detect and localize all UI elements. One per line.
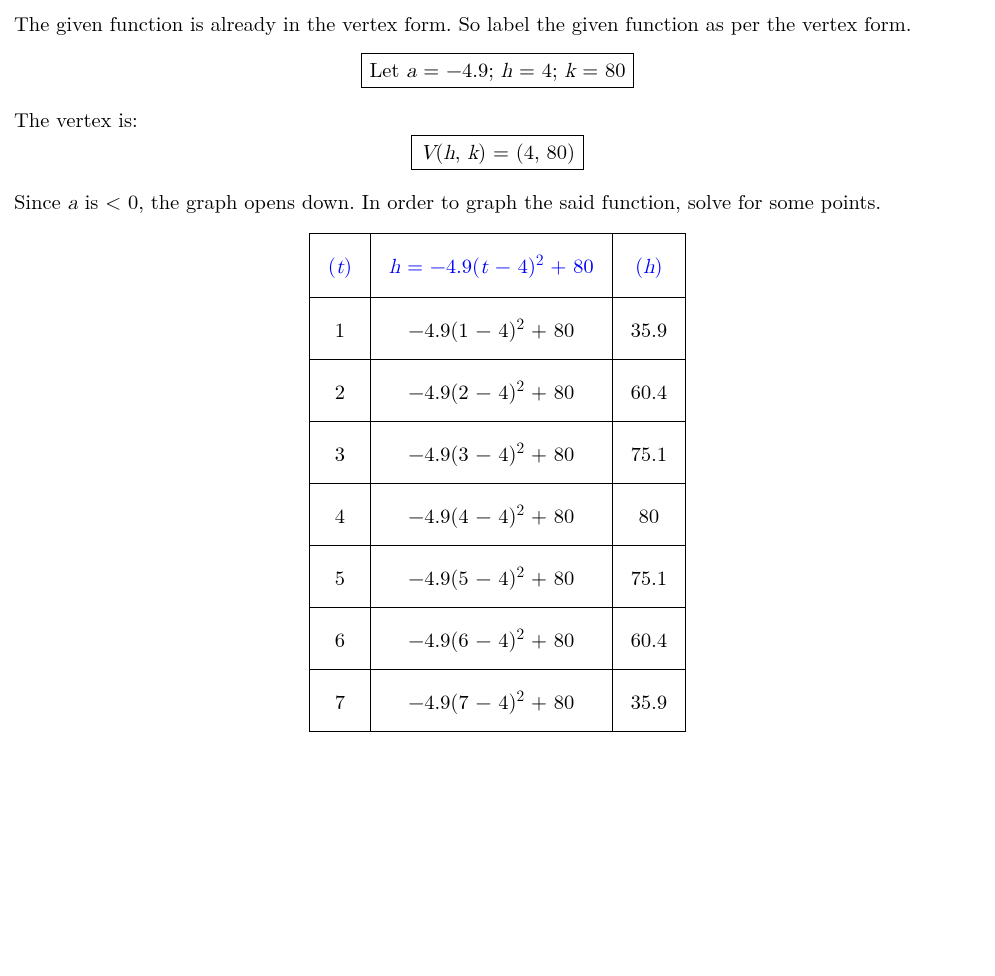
cell-t: 4 xyxy=(309,484,370,546)
equation-2-row: V((h, k)h, k) = (4, 80) xyxy=(14,135,981,170)
box2-rhs: = (4, 80) xyxy=(486,136,575,165)
table-row: 4−4.9(4 − 4)2 + 8080 xyxy=(309,484,685,546)
box1-h-val: = 4; xyxy=(512,54,564,83)
box2-args: ((h, k)h, k) xyxy=(435,136,486,165)
cell-h: 60.4 xyxy=(612,608,685,670)
cell-h: 35.9 xyxy=(612,670,685,732)
paragraph-1: The given function is already in the ver… xyxy=(14,10,981,35)
para3-a-var: a xyxy=(68,192,78,213)
cell-expr: −4.9(5 − 4)2 + 80 xyxy=(370,546,612,608)
cell-expr: −4.9(4 − 4)2 + 80 xyxy=(370,484,612,546)
table-row: 1−4.9(1 − 4)2 + 8035.9 xyxy=(309,298,685,360)
paragraph-2: The vertex is: xyxy=(14,106,981,131)
cell-h: 35.9 xyxy=(612,298,685,360)
cell-h: 80 xyxy=(612,484,685,546)
cell-t: 2 xyxy=(309,360,370,422)
boxed-equation-1: Let a = −4.9; h = 4; k = 80 xyxy=(361,53,635,88)
cell-h: 75.1 xyxy=(612,422,685,484)
table-row: 3−4.9(3 − 4)2 + 8075.1 xyxy=(309,422,685,484)
cell-t: 6 xyxy=(309,608,370,670)
box1-k-val: = 80 xyxy=(575,54,625,83)
cell-expr: −4.9(1 − 4)2 + 80 xyxy=(370,298,612,360)
cell-expr: −4.9(2 − 4)2 + 80 xyxy=(370,360,612,422)
table-header-row: (t) h = −4.9(t − 4)2 + 80 (h) xyxy=(309,234,685,298)
cell-expr: −4.9(6 − 4)2 + 80 xyxy=(370,608,612,670)
cell-h: 60.4 xyxy=(612,360,685,422)
cell-expr: −4.9(7 − 4)2 + 80 xyxy=(370,670,612,732)
box1-let: Let xyxy=(370,54,407,83)
cell-t: 3 xyxy=(309,422,370,484)
para3-post: is < 0, the graph opens down. In order t… xyxy=(78,186,881,215)
values-table: (t) h = −4.9(t − 4)2 + 80 (h) 1−4.9(1 − … xyxy=(309,233,686,732)
paragraph-3: Since a is < 0, the graph opens down. In… xyxy=(14,188,981,215)
header-expr: h = −4.9(t − 4)2 + 80 xyxy=(370,234,612,298)
table-row: 2−4.9(2 − 4)2 + 8060.4 xyxy=(309,360,685,422)
header-t: (t) xyxy=(309,234,370,298)
table-row: 5−4.9(5 − 4)2 + 8075.1 xyxy=(309,546,685,608)
cell-expr: −4.9(3 − 4)2 + 80 xyxy=(370,422,612,484)
header-h: (h) xyxy=(612,234,685,298)
cell-h: 75.1 xyxy=(612,546,685,608)
box1-h-var: h xyxy=(501,60,512,81)
box2-v: V xyxy=(420,142,435,163)
box1-a-var: a xyxy=(406,60,416,81)
box1-a-val: = −4.9; xyxy=(416,54,500,83)
table-row: 6−4.9(6 − 4)2 + 8060.4 xyxy=(309,608,685,670)
boxed-equation-2: V((h, k)h, k) = (4, 80) xyxy=(411,135,584,170)
cell-t: 5 xyxy=(309,546,370,608)
table-row: 7−4.9(7 − 4)2 + 8035.9 xyxy=(309,670,685,732)
equation-1-row: Let a = −4.9; h = 4; k = 80 xyxy=(14,53,981,88)
cell-t: 7 xyxy=(309,670,370,732)
box1-k-var: k xyxy=(565,60,576,81)
para3-pre: Since xyxy=(14,186,68,215)
cell-t: 1 xyxy=(309,298,370,360)
